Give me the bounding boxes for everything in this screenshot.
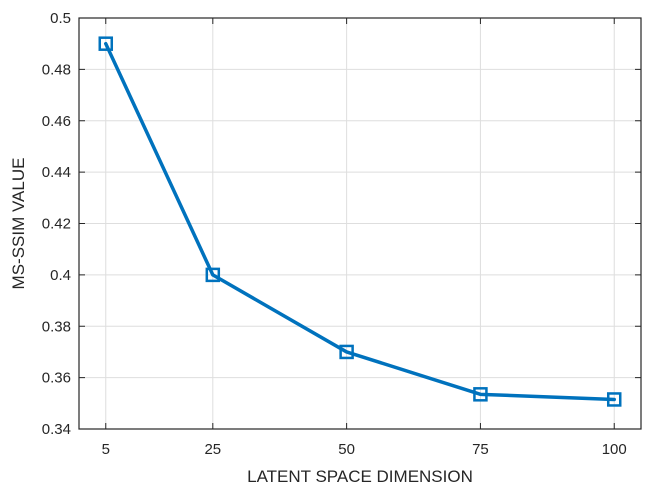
y-tick-label: 0.44	[42, 164, 71, 181]
data-point-marker	[205, 267, 221, 283]
y-tick-labels: 0.34 0.36 0.38 0.4 0.42 0.44 0.46 0.48 0.5	[42, 10, 71, 438]
data-point-marker	[98, 36, 114, 51]
y-tick-label: 0.42	[42, 216, 71, 233]
tick-marks	[79, 17, 641, 430]
x-tick-labels: 5 25 50 75 100	[102, 441, 627, 458]
x-axis-title: LATENT SPACE DIMENSION	[247, 467, 473, 486]
x-tick-label: 5	[102, 441, 110, 458]
x-tick-label: 75	[472, 441, 489, 458]
y-tick-label: 0.4	[50, 267, 71, 284]
x-tick-label: 100	[602, 441, 627, 458]
x-tick-label: 25	[204, 441, 221, 458]
y-tick-label: 0.38	[42, 318, 71, 335]
x-tick-label: 50	[338, 441, 355, 458]
y-tick-label: 0.36	[42, 370, 71, 387]
series-line	[104, 41, 616, 402]
y-tick-label: 0.46	[42, 113, 71, 130]
data-point-marker	[339, 344, 354, 360]
y-tick-label: 0.5	[50, 10, 71, 27]
data-point-marker	[606, 392, 622, 407]
y-tick-label: 0.34	[42, 421, 71, 438]
y-axis-title: MS-SSIM VALUE	[9, 158, 28, 290]
data-point-marker	[473, 387, 488, 402]
series-layer	[98, 36, 622, 407]
y-tick-label: 0.48	[42, 61, 71, 78]
